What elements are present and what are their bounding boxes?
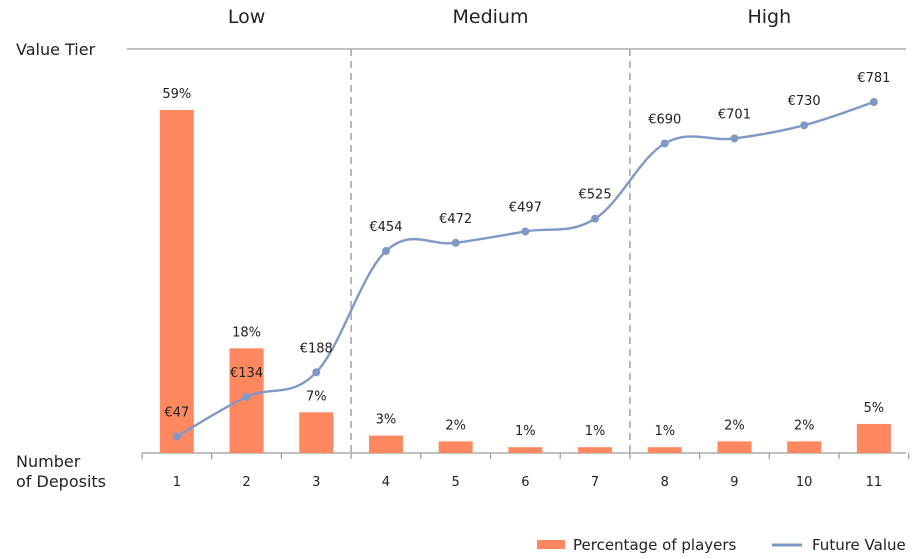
point-data-label: €497 — [509, 200, 542, 215]
bar-data-label: 3% — [376, 413, 397, 428]
point-future-value — [312, 368, 321, 377]
bar-percentage-players — [368, 435, 403, 453]
point-future-value — [660, 139, 669, 148]
legend-label-percentage: Percentage of players — [573, 536, 737, 554]
bar-data-label: 7% — [306, 389, 327, 404]
tier-label: Low — [228, 6, 265, 28]
line-future-value — [176, 100, 875, 438]
point-data-label: €134 — [230, 366, 263, 381]
point-future-value — [451, 238, 460, 247]
x-tick-label: 5 — [452, 475, 460, 490]
point-data-label: €188 — [300, 341, 333, 356]
point-future-value — [242, 392, 251, 401]
bar-percentage-players — [647, 447, 682, 453]
x-tick-label: 8 — [661, 475, 669, 490]
x-tick-label: 6 — [521, 475, 529, 490]
point-future-value — [869, 98, 878, 106]
legend-swatch-percentage — [537, 540, 565, 549]
bar-data-label: 18% — [232, 325, 261, 340]
point-future-value — [521, 227, 530, 236]
point-data-label: €781 — [857, 71, 890, 86]
point-data-label: €525 — [579, 188, 612, 203]
point-future-value — [381, 247, 390, 256]
x-tick-label: 4 — [382, 475, 390, 490]
point-future-value — [591, 214, 600, 223]
x-axis-title-line2: of Deposits — [16, 472, 106, 491]
x-tick-label: 1 — [173, 475, 181, 490]
point-data-label: €730 — [788, 94, 821, 109]
point-data-label: €472 — [439, 212, 472, 227]
bar-percentage-players — [856, 423, 891, 453]
bar-percentage-players — [299, 412, 334, 453]
bar-percentage-players — [438, 441, 473, 453]
bar-data-label: 1% — [585, 424, 606, 439]
bar-percentage-players — [508, 447, 543, 453]
bar-data-label: 1% — [654, 424, 675, 439]
bar-data-label: 5% — [864, 401, 885, 416]
bar-data-label: 1% — [515, 424, 536, 439]
x-tick-label: 7 — [591, 475, 599, 490]
bar-data-label: 59% — [162, 87, 191, 102]
bar-percentage-players — [159, 110, 194, 453]
top-axis-title: Value Tier — [16, 40, 96, 59]
point-data-label: €701 — [718, 107, 751, 122]
bar-data-label: 2% — [724, 418, 745, 433]
bar-data-label: 2% — [445, 418, 466, 433]
x-tick-label: 9 — [730, 475, 738, 490]
legend: Percentage of players Future Value — [537, 536, 906, 554]
legend-label-future-value: Future Value — [812, 536, 906, 554]
bar-data-label: 2% — [794, 418, 815, 433]
tier-label: High — [747, 6, 791, 28]
x-tick-label: 3 — [312, 475, 320, 490]
x-tick-label: 10 — [796, 475, 813, 490]
tier-label: Medium — [453, 6, 529, 28]
bar-percentage-players — [717, 441, 752, 453]
point-data-label: €47 — [164, 406, 189, 421]
x-tick-label: 2 — [242, 475, 250, 490]
point-data-label: €454 — [369, 220, 402, 235]
bar-percentage-players — [787, 441, 822, 453]
point-future-value — [800, 121, 809, 130]
bar-percentage-players — [578, 447, 613, 453]
point-future-value — [730, 134, 739, 143]
x-tick-label: 11 — [866, 475, 883, 490]
point-future-value — [172, 432, 181, 441]
x-axis-title-line1: Number — [16, 452, 81, 471]
point-data-label: €690 — [648, 112, 681, 127]
